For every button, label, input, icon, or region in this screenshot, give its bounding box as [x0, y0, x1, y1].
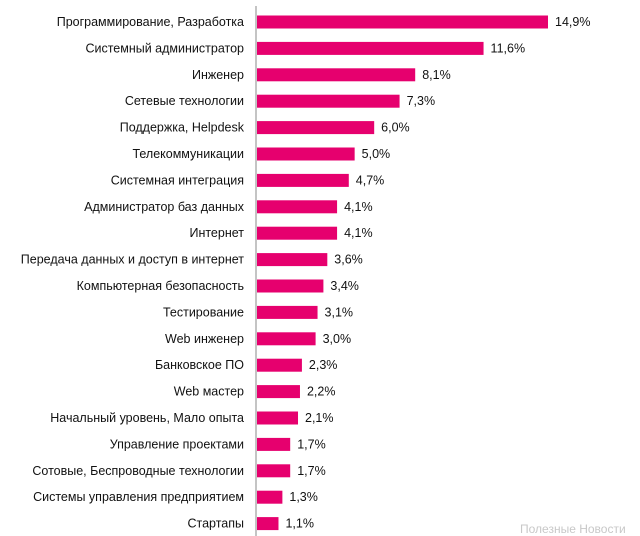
bar	[257, 226, 338, 240]
category-label: Сотовые, Беспроводные технологии	[32, 464, 244, 478]
category-label: Сетевые технологии	[125, 94, 244, 108]
bar	[257, 94, 400, 108]
bars-group	[257, 15, 548, 531]
category-label: Системный администратор	[85, 41, 244, 55]
bar	[257, 200, 338, 214]
bar	[257, 464, 291, 478]
bar	[257, 385, 300, 399]
watermark-text: Полезные Новости	[520, 522, 626, 536]
category-label: Начальный уровень, Мало опыта	[50, 411, 244, 425]
value-label: 2,1%	[305, 411, 334, 425]
bar	[257, 517, 279, 531]
bar	[257, 41, 484, 55]
category-labels-group: Программирование, Разработка Системный ад…	[21, 15, 245, 531]
category-label: Программирование, Разработка	[57, 15, 244, 29]
category-label: Компьютерная безопасность	[77, 279, 244, 293]
value-label: 2,2%	[307, 385, 336, 399]
value-label: 1,3%	[289, 490, 318, 504]
value-label: 2,3%	[309, 358, 338, 372]
value-label: 3,6%	[334, 253, 363, 267]
value-label: 4,1%	[344, 200, 373, 214]
category-label: Поддержка, Helpdesk	[120, 121, 245, 135]
category-label: Web инженер	[165, 332, 244, 346]
bar	[257, 437, 291, 451]
category-label: Управление проектами	[110, 437, 244, 451]
bar	[257, 68, 416, 82]
bar	[257, 15, 548, 29]
category-label: Тестирование	[163, 305, 244, 319]
value-label: 6,0%	[381, 121, 410, 135]
value-label: 1,7%	[297, 437, 326, 451]
category-label: Системы управления предприятием	[33, 490, 244, 504]
value-label: 7,3%	[407, 94, 436, 108]
value-label: 14,9%	[555, 15, 590, 29]
category-label: Инженер	[192, 68, 244, 82]
value-label: 4,7%	[356, 173, 385, 187]
value-label: 4,1%	[344, 226, 373, 240]
value-label: 8,1%	[422, 68, 451, 82]
bar	[257, 411, 299, 425]
bar	[257, 279, 324, 293]
value-label: 3,4%	[330, 279, 359, 293]
category-label: Web мастер	[174, 385, 244, 399]
value-label: 3,0%	[323, 332, 352, 346]
category-label: Передача данных и доступ в интернет	[21, 253, 244, 267]
bar	[257, 173, 349, 187]
bar	[257, 147, 355, 161]
category-label: Системная интеграция	[111, 173, 244, 187]
value-label: 5,0%	[362, 147, 391, 161]
bar	[257, 490, 283, 504]
bar	[257, 332, 316, 346]
bar	[257, 305, 318, 319]
category-label: Интернет	[189, 226, 244, 240]
value-labels-group: 14,9% 11,6% 8,1% 7,3% 6,0% 5,0% 4,7% 4,1% 4,1% 3,…	[285, 15, 590, 531]
bar	[257, 121, 375, 135]
value-label: 3,1%	[325, 305, 354, 319]
category-label: Телекоммуникации	[132, 147, 244, 161]
bar	[257, 253, 328, 267]
value-label: 1,7%	[297, 464, 326, 478]
category-label: Стартапы	[187, 517, 244, 531]
bar	[257, 358, 302, 372]
category-label: Администратор баз данных	[84, 200, 245, 214]
value-label: 1,1%	[285, 517, 314, 531]
category-label: Банковское ПО	[155, 358, 244, 372]
value-label: 11,6%	[491, 41, 526, 55]
